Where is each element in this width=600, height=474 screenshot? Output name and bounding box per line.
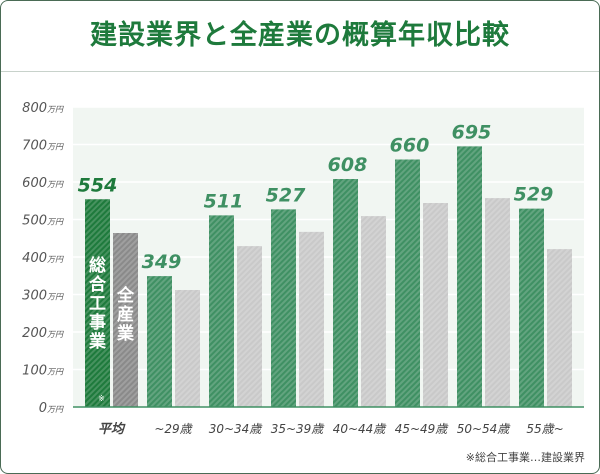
bar-hatch xyxy=(147,276,172,407)
footnote: ※総合工事業…建設業界 xyxy=(466,450,585,464)
bar-hatch xyxy=(209,215,234,407)
bar-hatch xyxy=(423,203,448,407)
bar-hatch xyxy=(237,246,262,407)
bar-hatch xyxy=(175,290,200,407)
bar-hatch xyxy=(361,216,386,407)
data-label: 608 xyxy=(328,154,368,176)
x-tick-label: 30~34歳 xyxy=(209,422,264,436)
bar-inline-label-char: 産 xyxy=(117,304,134,325)
data-label: 695 xyxy=(452,121,492,143)
data-label: 349 xyxy=(142,251,182,273)
x-tick-label: 35~39歳 xyxy=(271,422,326,436)
bar-hatch xyxy=(333,179,358,407)
data-label: 660 xyxy=(390,135,430,157)
y-tick-label: 300万円 xyxy=(22,289,64,304)
bar-inline-label-char: 総 xyxy=(89,255,106,276)
y-tick-label: 100万円 xyxy=(22,364,64,379)
bar-inline-label-char: 全 xyxy=(116,285,135,306)
data-label: 529 xyxy=(514,184,554,206)
bar-hatch xyxy=(299,231,324,407)
y-tick-label: 0万円 xyxy=(39,401,64,416)
x-tick-label: ~29歳 xyxy=(154,422,193,436)
bar-inline-label-char: 合 xyxy=(89,274,107,295)
bar-hatch xyxy=(485,198,510,407)
y-tick-label: 400万円 xyxy=(22,251,64,266)
bar-hatch xyxy=(457,146,482,407)
bar-inline-label-char: 工 xyxy=(89,294,106,314)
x-tick-label: 55歳~ xyxy=(526,422,563,436)
y-tick-label: 200万円 xyxy=(22,326,64,341)
x-tick-label: 40~44歳 xyxy=(333,422,388,436)
data-label: 554 xyxy=(78,174,118,196)
chart-title: 建設業界と全産業の概算年収比較 xyxy=(1,1,599,72)
data-label: 511 xyxy=(204,190,244,212)
asterisk-mark: ※ xyxy=(98,394,105,403)
x-tick-label: 平均 xyxy=(98,421,126,437)
bar-hatch xyxy=(271,209,296,407)
bar-hatch xyxy=(395,159,420,407)
y-tick-label: 600万円 xyxy=(22,176,64,191)
x-tick-label: 50~54歳 xyxy=(457,422,512,436)
bar-hatch xyxy=(85,199,110,407)
y-tick-label: 500万円 xyxy=(22,214,64,229)
data-label: 527 xyxy=(266,184,306,206)
y-tick-label: 800万円 xyxy=(22,101,64,116)
bar-hatch xyxy=(519,208,544,407)
bar-inline-label-char: 業 xyxy=(89,331,106,352)
bar-inline-label-char: 事 xyxy=(89,313,106,333)
bar-hatch xyxy=(113,233,138,407)
x-tick-label: 45~49歳 xyxy=(395,422,450,436)
y-tick-label: 700万円 xyxy=(22,139,64,154)
bar-hatch xyxy=(547,249,572,407)
bar-inline-label-char: 業 xyxy=(117,323,134,344)
